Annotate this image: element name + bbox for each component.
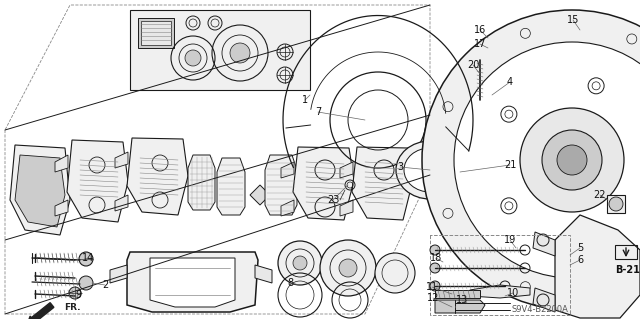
Polygon shape bbox=[250, 185, 270, 205]
Bar bbox=[435, 290, 480, 298]
Circle shape bbox=[69, 287, 81, 299]
Circle shape bbox=[438, 63, 542, 167]
Ellipse shape bbox=[404, 148, 456, 192]
Polygon shape bbox=[127, 138, 188, 215]
Text: 20: 20 bbox=[467, 60, 479, 70]
Polygon shape bbox=[340, 200, 353, 216]
Polygon shape bbox=[15, 155, 65, 227]
Circle shape bbox=[79, 252, 93, 266]
Text: FR.: FR. bbox=[64, 302, 80, 311]
Text: 14: 14 bbox=[82, 253, 94, 263]
Text: 9: 9 bbox=[75, 290, 81, 300]
Text: S9V4-B2200A: S9V4-B2200A bbox=[511, 306, 568, 315]
Circle shape bbox=[557, 145, 587, 175]
Polygon shape bbox=[127, 252, 258, 312]
FancyArrow shape bbox=[27, 303, 54, 319]
Polygon shape bbox=[115, 152, 128, 168]
Polygon shape bbox=[281, 200, 294, 216]
Bar bbox=[607, 195, 625, 213]
Polygon shape bbox=[255, 265, 272, 283]
Polygon shape bbox=[265, 155, 297, 215]
Polygon shape bbox=[55, 155, 68, 172]
Polygon shape bbox=[130, 10, 310, 90]
Circle shape bbox=[320, 240, 376, 296]
Polygon shape bbox=[110, 265, 127, 283]
Text: B-21: B-21 bbox=[616, 265, 640, 275]
Bar bbox=[615, 245, 637, 259]
Text: 18: 18 bbox=[430, 253, 442, 263]
Text: 23: 23 bbox=[327, 195, 339, 205]
Circle shape bbox=[293, 256, 307, 270]
Bar bbox=[141, 21, 171, 45]
Circle shape bbox=[185, 50, 201, 66]
Circle shape bbox=[375, 253, 415, 293]
Polygon shape bbox=[470, 285, 530, 298]
Circle shape bbox=[542, 130, 602, 190]
Circle shape bbox=[339, 259, 357, 277]
Polygon shape bbox=[340, 162, 353, 178]
Text: 5: 5 bbox=[577, 243, 583, 253]
Bar bbox=[475, 53, 485, 61]
Polygon shape bbox=[188, 155, 215, 210]
Bar bbox=[138, 18, 174, 48]
Text: 1: 1 bbox=[302, 95, 308, 105]
Circle shape bbox=[609, 197, 623, 211]
Text: 12: 12 bbox=[427, 293, 439, 303]
Circle shape bbox=[454, 42, 640, 278]
Text: 3: 3 bbox=[397, 162, 403, 172]
Circle shape bbox=[520, 108, 624, 212]
Circle shape bbox=[79, 276, 93, 290]
Polygon shape bbox=[435, 300, 485, 313]
Text: 22: 22 bbox=[594, 190, 606, 200]
Ellipse shape bbox=[396, 141, 464, 199]
Text: 10: 10 bbox=[507, 288, 519, 298]
Polygon shape bbox=[10, 145, 70, 235]
Polygon shape bbox=[555, 215, 640, 318]
Circle shape bbox=[452, 77, 528, 153]
Circle shape bbox=[430, 245, 440, 255]
Text: 21: 21 bbox=[504, 160, 516, 170]
Circle shape bbox=[278, 241, 322, 285]
Text: 6: 6 bbox=[577, 255, 583, 265]
Text: 13: 13 bbox=[456, 295, 468, 305]
Circle shape bbox=[430, 263, 440, 273]
Circle shape bbox=[422, 10, 640, 310]
Polygon shape bbox=[533, 232, 555, 256]
Text: 19: 19 bbox=[504, 235, 516, 245]
Text: 4: 4 bbox=[507, 77, 513, 87]
Circle shape bbox=[430, 281, 440, 291]
Polygon shape bbox=[533, 288, 555, 312]
Text: 16: 16 bbox=[474, 25, 486, 35]
Polygon shape bbox=[281, 162, 294, 178]
Polygon shape bbox=[352, 147, 413, 220]
Polygon shape bbox=[55, 200, 68, 216]
Polygon shape bbox=[150, 258, 235, 307]
Polygon shape bbox=[217, 158, 245, 215]
Polygon shape bbox=[115, 195, 128, 211]
Text: 15: 15 bbox=[567, 15, 579, 25]
Text: 17: 17 bbox=[474, 39, 486, 49]
Text: 8: 8 bbox=[287, 278, 293, 288]
Text: 7: 7 bbox=[315, 107, 321, 117]
Circle shape bbox=[230, 43, 250, 63]
Polygon shape bbox=[293, 147, 354, 220]
Text: 11: 11 bbox=[426, 282, 438, 292]
Text: 2: 2 bbox=[102, 280, 108, 290]
Polygon shape bbox=[67, 140, 128, 222]
Circle shape bbox=[470, 95, 510, 135]
